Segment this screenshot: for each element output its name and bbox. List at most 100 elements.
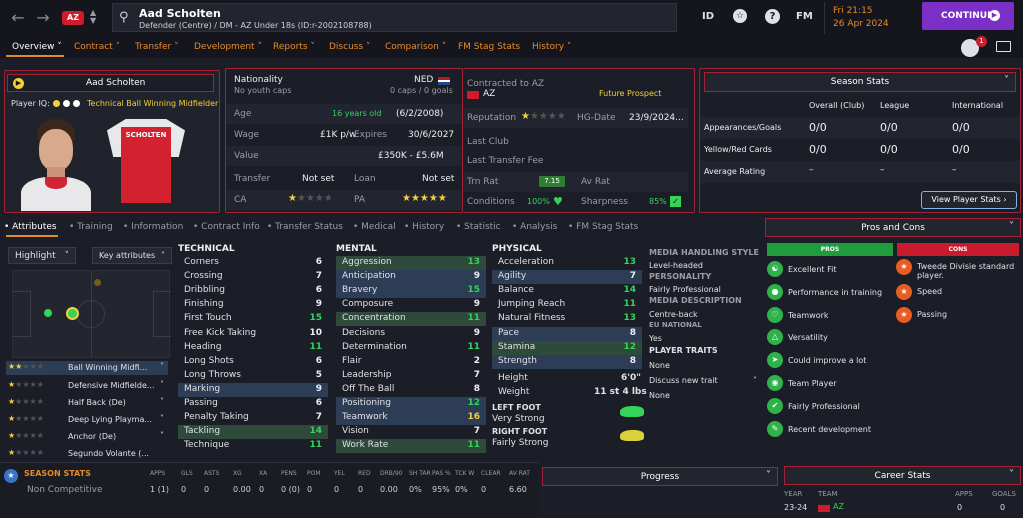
back-icon[interactable]: ← bbox=[11, 8, 25, 27]
attribute-row[interactable]: Long Shots 6 bbox=[178, 355, 328, 369]
stat-column-header[interactable]: XA bbox=[259, 470, 268, 477]
attribute-row[interactable]: Finishing 9 bbox=[178, 298, 328, 312]
season-stats-dropdown-icon[interactable]: ˅ bbox=[1004, 75, 1009, 86]
attribute-row[interactable]: Dribbling 6 bbox=[178, 284, 328, 298]
attribute-row[interactable]: Decisions 9 bbox=[336, 327, 486, 341]
attribute-row[interactable]: Penalty Taking 7 bbox=[178, 411, 328, 425]
tab-transfer[interactable]: Transfer ˅ bbox=[135, 42, 179, 52]
attribute-row[interactable]: Corners 6 bbox=[178, 256, 328, 270]
attribute-row[interactable]: Leadership 7 bbox=[336, 369, 486, 383]
play-icon[interactable]: ▶ bbox=[13, 78, 24, 89]
attribute-row[interactable]: Flair 2 bbox=[336, 355, 486, 369]
attribute-row[interactable]: Strength 8 bbox=[492, 354, 642, 369]
attribute-row[interactable]: Crossing 7 bbox=[178, 270, 328, 284]
stat-column-header[interactable]: PENS bbox=[281, 470, 297, 477]
tab-discuss[interactable]: Discuss ˅ bbox=[329, 42, 371, 52]
stat-column-header[interactable]: TCK W bbox=[455, 470, 475, 477]
attribute-row[interactable]: Off The Ball 8 bbox=[336, 383, 486, 397]
subtab-transfer-status[interactable]: • Transfer Status bbox=[267, 222, 343, 232]
attribute-row[interactable]: Positioning 12 bbox=[336, 397, 486, 411]
tab-fm-stag-stats[interactable]: FM Stag Stats bbox=[458, 42, 521, 52]
stat-column-header[interactable]: ASTS bbox=[204, 470, 220, 477]
progress-dropdown-icon[interactable]: ˅ bbox=[766, 470, 771, 481]
tab-contract[interactable]: Contract ˅ bbox=[74, 42, 121, 52]
attribute-row[interactable]: Technique 11 bbox=[178, 439, 328, 453]
achievements-icon[interactable]: ☆ bbox=[733, 9, 747, 23]
stat-column-header[interactable]: SH TAR bbox=[409, 470, 431, 477]
subtab-attributes[interactable]: • Attributes bbox=[4, 222, 57, 232]
subtab-statistic[interactable]: • Statistic bbox=[456, 222, 501, 232]
attribute-row[interactable]: Work Rate 11 bbox=[336, 439, 486, 454]
attribute-row[interactable]: Agility 7 bbox=[492, 270, 642, 285]
subtab-history[interactable]: • History bbox=[404, 222, 445, 232]
attribute-row[interactable]: Vision 7 bbox=[336, 425, 486, 439]
attribute-row[interactable]: Jumping Reach 11 bbox=[492, 298, 642, 312]
stat-column-header[interactable]: PAS % bbox=[432, 470, 451, 477]
stat-column-header[interactable]: DRB/90 bbox=[380, 470, 403, 477]
progress-header[interactable]: Progress ˅ bbox=[542, 467, 778, 486]
tab-overview[interactable]: Overview ˅ bbox=[12, 42, 62, 52]
attribute-row[interactable]: Bravery 15 bbox=[336, 284, 486, 299]
stat-column-header[interactable]: CLEAR bbox=[481, 470, 501, 477]
attribute-row[interactable]: First Touch 15 bbox=[178, 312, 328, 326]
subtab-information[interactable]: • Information bbox=[123, 222, 184, 232]
stat-column-header[interactable]: XG bbox=[233, 470, 242, 477]
attribute-row[interactable]: Tackling 14 bbox=[178, 425, 328, 440]
pros-cons-dropdown-icon[interactable]: ˅ bbox=[1009, 221, 1014, 232]
role-row-2[interactable]: ★★★★★ Defensive Midfielde... ˅ bbox=[8, 380, 164, 390]
role-dropdown-icon[interactable]: ˅ bbox=[160, 362, 164, 371]
career-team-value[interactable]: AZ bbox=[833, 502, 844, 511]
stat-column-header[interactable]: RED bbox=[358, 470, 371, 477]
role-row-1[interactable]: ★★★★★ Ball Winning Midfi... ˅ bbox=[6, 361, 168, 375]
attribute-row[interactable]: Stamina 12 bbox=[492, 340, 642, 355]
subtab-contract-info[interactable]: • Contract Info bbox=[193, 222, 260, 232]
tab-history[interactable]: History ˅ bbox=[532, 42, 572, 52]
subtab-medical[interactable]: • Medical bbox=[353, 222, 396, 232]
career-dropdown-icon[interactable]: ˅ bbox=[1009, 469, 1014, 480]
attribute-row[interactable]: Passing 6 bbox=[178, 397, 328, 411]
attribute-row[interactable]: Marking 9 bbox=[178, 382, 328, 397]
pros-cons-header[interactable]: Pros and Cons ˅ bbox=[765, 218, 1021, 237]
career-stats-header[interactable]: Career Stats ˅ bbox=[784, 466, 1021, 485]
id-button[interactable]: ID bbox=[702, 11, 715, 22]
attribute-row[interactable]: Composure 9 bbox=[336, 298, 486, 312]
stat-column-header[interactable]: AV RAT bbox=[509, 470, 530, 477]
attribute-row[interactable]: Natural Fitness 13 bbox=[492, 312, 642, 326]
attribute-row[interactable]: Aggression 13 bbox=[336, 256, 486, 270]
stat-column-header[interactable]: POM bbox=[307, 470, 321, 477]
discuss-trait-dropdown[interactable]: Discuss new trait ˅ bbox=[649, 376, 757, 385]
subtab-training[interactable]: • Training bbox=[69, 222, 113, 232]
date-box[interactable]: Fri 21:15 26 Apr 2024 bbox=[824, 2, 914, 34]
attribute-row[interactable]: Anticipation 9 bbox=[336, 270, 486, 285]
role-row-4[interactable]: ★★★★★ Deep Lying Playma... ˅ bbox=[8, 414, 164, 424]
highlight-dropdown[interactable]: Highlight ˅ bbox=[8, 247, 76, 264]
attribute-row[interactable]: Acceleration 13 bbox=[492, 256, 642, 270]
attribute-row[interactable]: Free Kick Taking 10 bbox=[178, 327, 328, 341]
club-logo-icon[interactable]: AZ bbox=[62, 11, 84, 25]
continue-button[interactable]: CONTINUE ▶ bbox=[922, 2, 1014, 30]
role-row-3[interactable]: ★★★★★ Half Back (De) ˅ bbox=[8, 397, 164, 407]
stat-column-header[interactable]: APPS bbox=[150, 470, 166, 477]
attribute-row[interactable]: Concentration 11 bbox=[336, 312, 486, 327]
attribute-row[interactable]: Teamwork 16 bbox=[336, 411, 486, 426]
tab-comparison[interactable]: Comparison ˅ bbox=[385, 42, 447, 52]
season-stats-header[interactable]: Season Stats ˅ bbox=[704, 72, 1016, 92]
role-row-6[interactable]: ★★★★★ Segundo Volante (... bbox=[8, 448, 150, 458]
tab-development[interactable]: Development ˅ bbox=[194, 42, 262, 52]
tab-reports[interactable]: Reports ˅ bbox=[273, 42, 315, 52]
attribute-row[interactable]: Long Throws 5 bbox=[178, 369, 328, 383]
attribute-row[interactable]: Determination 11 bbox=[336, 341, 486, 355]
key-attributes-dropdown[interactable]: Key attributes ˅ bbox=[92, 247, 172, 264]
attribute-row[interactable]: Balance 14 bbox=[492, 284, 642, 298]
club-switch-icon[interactable]: ▲ ▼ bbox=[90, 8, 97, 25]
attribute-row[interactable]: Pace 8 bbox=[492, 326, 642, 341]
stat-column-header[interactable]: GLS bbox=[181, 470, 193, 477]
help-icon[interactable]: ? bbox=[765, 9, 780, 24]
stat-column-header[interactable]: YEL bbox=[334, 470, 345, 477]
staff-icon[interactable] bbox=[961, 39, 979, 57]
forward-icon[interactable]: → bbox=[36, 8, 50, 27]
view-player-stats-button[interactable]: View Player Stats › bbox=[921, 191, 1017, 209]
subtab-analysis[interactable]: • Analysis bbox=[512, 222, 558, 232]
display-icon[interactable] bbox=[996, 41, 1011, 52]
subtab-fm-stag-stats[interactable]: • FM Stag Stats bbox=[568, 222, 639, 232]
